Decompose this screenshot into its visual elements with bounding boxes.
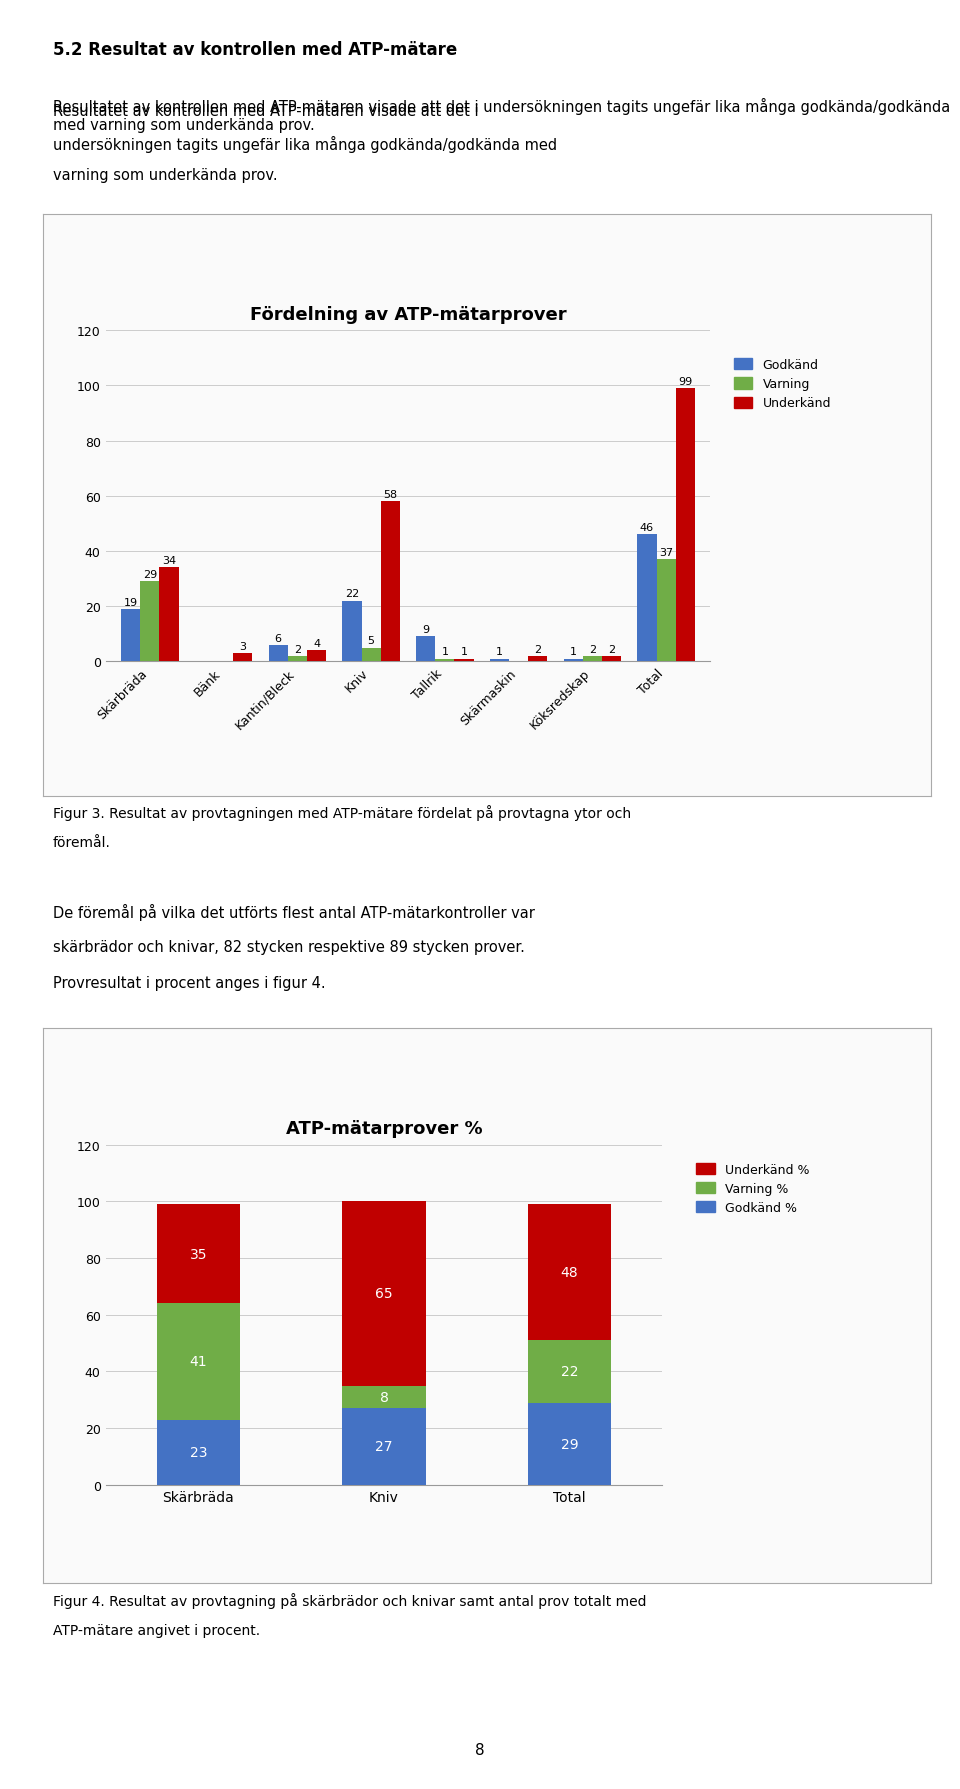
Bar — [121, 610, 140, 662]
Text: 2: 2 — [608, 644, 615, 655]
Text: 29: 29 — [143, 569, 157, 580]
Bar — [490, 658, 509, 662]
Text: undersökningen tagits ungefär lika många godkända/godkända med: undersökningen tagits ungefär lika många… — [53, 136, 557, 154]
Text: 22: 22 — [345, 589, 359, 599]
Bar — [676, 388, 695, 662]
Bar — [342, 1386, 425, 1408]
Title: Fördelning av ATP-mätarprover: Fördelning av ATP-mätarprover — [250, 306, 566, 324]
Text: 2: 2 — [294, 644, 300, 655]
Bar — [657, 560, 676, 662]
Text: 46: 46 — [640, 522, 654, 533]
Bar — [159, 569, 179, 662]
Bar — [342, 1202, 425, 1386]
Text: Resultatet av kontrollen med ATP-mätaren visade att det i undersökningen tagits : Resultatet av kontrollen med ATP-mätaren… — [53, 98, 950, 132]
Text: 23: 23 — [190, 1446, 207, 1460]
Text: 29: 29 — [561, 1437, 579, 1451]
Legend: Underkänd %, Varning %, Godkänd %: Underkänd %, Varning %, Godkänd % — [691, 1157, 814, 1220]
Text: 34: 34 — [162, 556, 176, 565]
Bar — [288, 657, 307, 662]
Bar — [307, 651, 326, 662]
Bar — [140, 581, 159, 662]
Text: 27: 27 — [375, 1440, 393, 1454]
Bar — [637, 535, 657, 662]
Bar — [435, 658, 454, 662]
Legend: Godkänd, Varning, Underkänd: Godkänd, Varning, Underkänd — [729, 354, 836, 415]
Bar — [454, 658, 473, 662]
Bar — [342, 1408, 425, 1485]
Text: 3: 3 — [239, 642, 247, 651]
Text: 8: 8 — [475, 1742, 485, 1757]
Text: 8: 8 — [379, 1390, 389, 1404]
Bar — [362, 648, 381, 662]
Text: 2: 2 — [535, 644, 541, 655]
Bar — [602, 657, 621, 662]
Text: 9: 9 — [422, 624, 429, 635]
Text: Provresultat i procent anges i figur 4.: Provresultat i procent anges i figur 4. — [53, 975, 325, 989]
Text: 99: 99 — [678, 377, 692, 386]
Text: Figur 4. Resultat av provtagning på skärbrädor och knivar samt antal prov totalt: Figur 4. Resultat av provtagning på skär… — [53, 1592, 646, 1608]
Text: skärbrädor och knivar, 82 stycken respektive 89 stycken prover.: skärbrädor och knivar, 82 stycken respek… — [53, 939, 525, 954]
Bar — [528, 1204, 612, 1340]
Text: 1: 1 — [496, 648, 503, 657]
Text: 6: 6 — [275, 633, 281, 644]
Bar — [156, 1420, 240, 1485]
Bar — [564, 658, 583, 662]
Text: 65: 65 — [375, 1286, 393, 1301]
Text: 2: 2 — [588, 644, 596, 655]
Bar — [156, 1304, 240, 1420]
Text: 37: 37 — [660, 547, 673, 558]
Bar — [156, 1204, 240, 1304]
Text: ATP-mätare angivet i procent.: ATP-mätare angivet i procent. — [53, 1623, 260, 1637]
Text: 1: 1 — [461, 648, 468, 657]
Bar — [233, 653, 252, 662]
Text: 4: 4 — [313, 639, 320, 649]
Text: 1: 1 — [442, 648, 448, 657]
Bar — [269, 646, 288, 662]
Text: 1: 1 — [569, 648, 577, 657]
Text: 48: 48 — [561, 1265, 579, 1279]
Title: ATP-mätarprover %: ATP-mätarprover % — [286, 1120, 482, 1138]
Text: 5.2 Resultat av kontrollen med ATP-mätare: 5.2 Resultat av kontrollen med ATP-mätar… — [53, 41, 457, 59]
Bar — [528, 1403, 612, 1485]
Text: 58: 58 — [383, 490, 397, 499]
Text: 35: 35 — [190, 1247, 207, 1261]
Bar — [416, 637, 435, 662]
Text: 41: 41 — [189, 1354, 207, 1369]
Text: Resultatet av kontrollen med ATP-mätaren visade att det i: Resultatet av kontrollen med ATP-mätaren… — [53, 104, 478, 118]
Bar — [528, 1340, 612, 1403]
Text: varning som underkända prov.: varning som underkända prov. — [53, 168, 277, 182]
Bar — [343, 601, 362, 662]
Text: föremål.: föremål. — [53, 835, 110, 850]
Bar — [528, 657, 547, 662]
Text: 22: 22 — [561, 1365, 578, 1379]
Text: 19: 19 — [124, 598, 137, 606]
Text: Figur 3. Resultat av provtagningen med ATP-mätare fördelat på provtagna ytor och: Figur 3. Resultat av provtagningen med A… — [53, 805, 631, 821]
Bar — [583, 657, 602, 662]
Text: De föremål på vilka det utförts flest antal ATP-mätarkontroller var: De föremål på vilka det utförts flest an… — [53, 903, 535, 921]
Text: 5: 5 — [368, 635, 374, 646]
Bar — [381, 503, 400, 662]
